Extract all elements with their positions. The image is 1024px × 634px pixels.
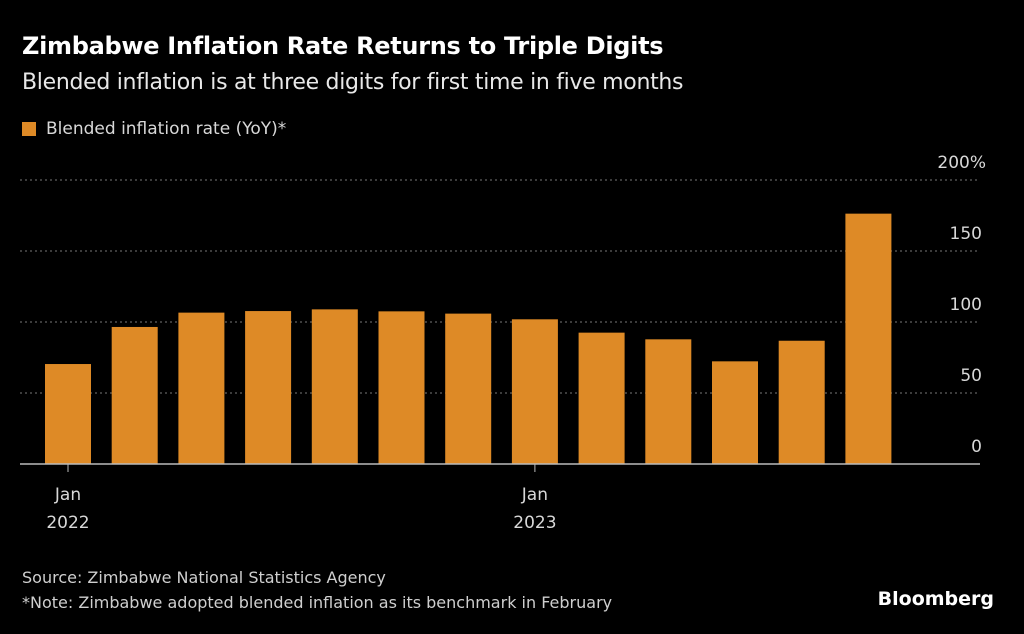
source-note: Source: Zimbabwe National Statistics Age… bbox=[22, 568, 386, 587]
bar bbox=[578, 332, 625, 464]
bar bbox=[245, 311, 292, 464]
x-tick-label-year: 2023 bbox=[513, 513, 556, 533]
bloomberg-logo: Bloomberg bbox=[877, 588, 994, 610]
bar bbox=[311, 309, 358, 464]
bar bbox=[511, 319, 558, 464]
bar bbox=[378, 311, 425, 464]
bar bbox=[712, 361, 758, 464]
bar bbox=[45, 364, 91, 464]
bar bbox=[778, 340, 825, 464]
chart-subtitle: Blended inflation is at three digits for… bbox=[22, 70, 684, 95]
y-tick-label: 50 bbox=[960, 366, 982, 386]
bar bbox=[645, 339, 692, 464]
y-tick-label: 200% bbox=[937, 153, 986, 173]
bar bbox=[445, 313, 492, 464]
y-tick-label: 150 bbox=[950, 224, 982, 244]
bar bbox=[178, 312, 225, 464]
y-tick-label: 100 bbox=[950, 295, 982, 315]
x-tick-label-month: Jan bbox=[521, 485, 548, 505]
bar bbox=[111, 326, 158, 464]
footnote: *Note: Zimbabwe adopted blended inflatio… bbox=[22, 593, 613, 612]
legend-label: Blended inflation rate (YoY)* bbox=[46, 119, 287, 139]
bar bbox=[845, 213, 892, 464]
chart-title: Zimbabwe Inflation Rate Returns to Tripl… bbox=[22, 32, 664, 60]
y-tick-label: 0 bbox=[971, 437, 982, 457]
x-tick-label-month: Jan bbox=[54, 485, 81, 505]
x-tick-label-year: 2022 bbox=[46, 513, 89, 533]
legend: Blended inflation rate (YoY)* bbox=[22, 119, 286, 139]
legend-swatch bbox=[22, 122, 36, 136]
